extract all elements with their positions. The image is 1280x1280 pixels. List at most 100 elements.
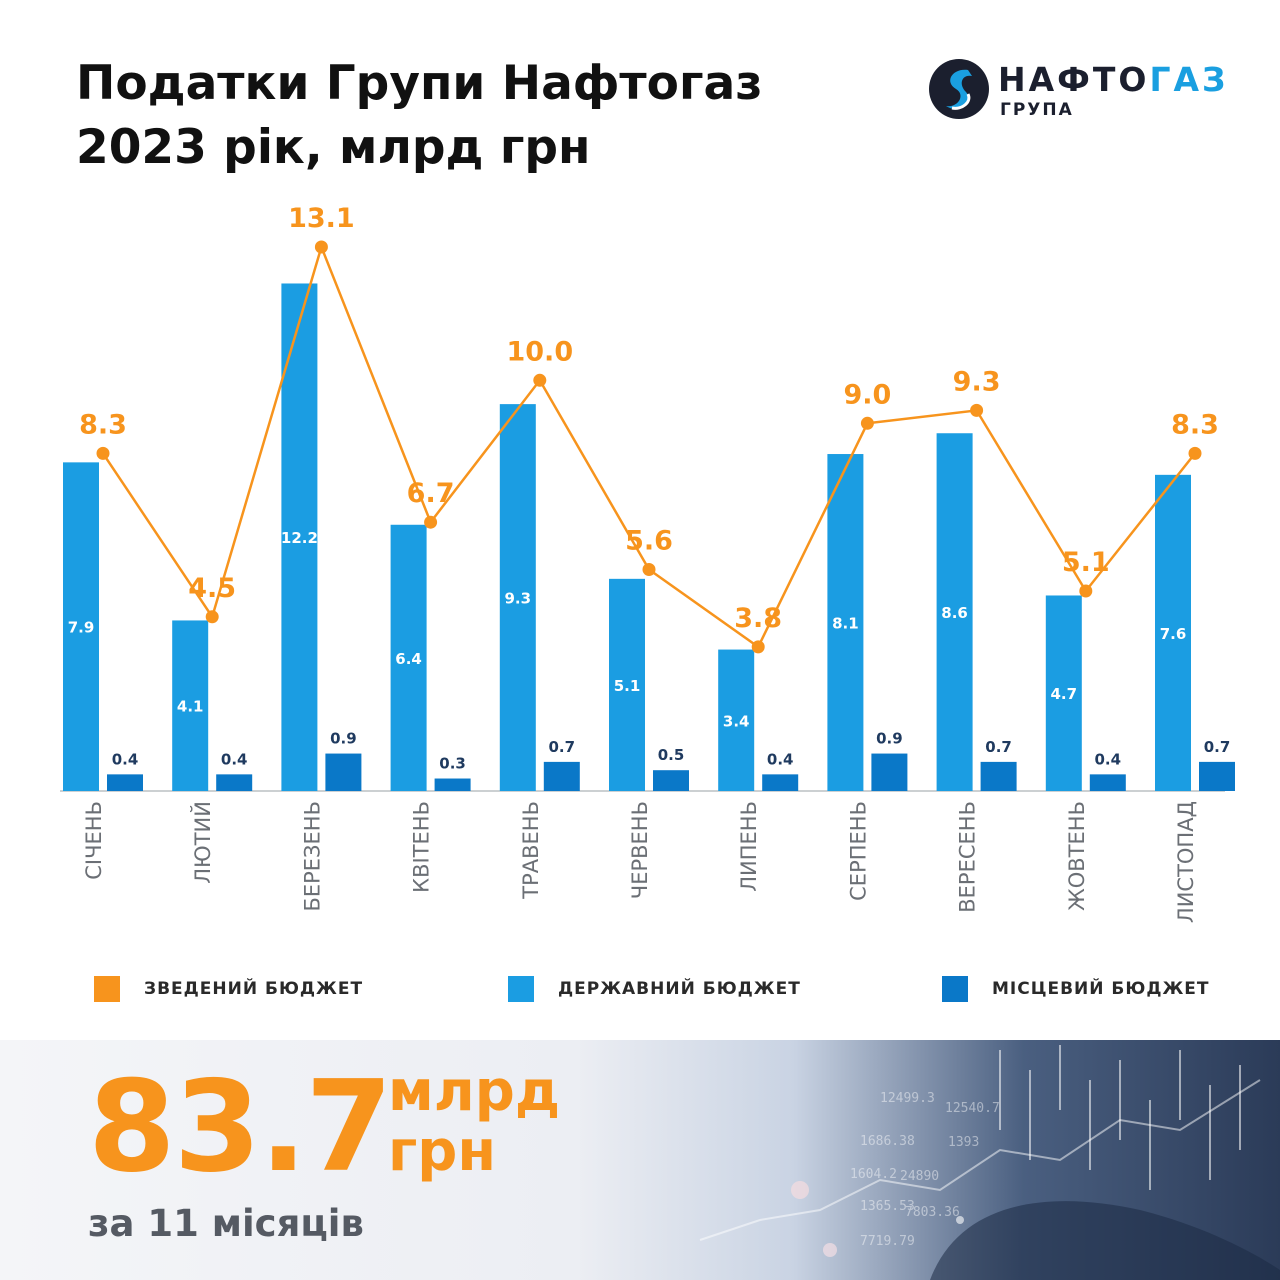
consolidated-budget-point <box>642 563 656 576</box>
x-tick-label: ВЕРЕСЕНЬ <box>956 801 980 913</box>
state-budget-bar <box>1045 595 1082 791</box>
local-budget-bar <box>1089 774 1126 791</box>
svg-text:7803.36: 7803.36 <box>905 1205 960 1220</box>
finance-background-image: 12499.3 12540.7 1686.38 1393 1604.2 24890 1… <box>699 1045 1280 1280</box>
consolidated-budget-point <box>96 446 110 460</box>
state-budget-bar <box>499 404 536 791</box>
state-budget-value-label: 7.9 <box>68 619 95 637</box>
svg-text:1604.2: 1604.2 <box>850 1167 897 1182</box>
svg-text:1365.53: 1365.53 <box>860 1199 915 1214</box>
x-tick-label: ТРАВЕНЬ <box>519 801 543 900</box>
tax-chart: 7.9 0.4 СІЧЕНЬ 4.1 0.4 ЛЮТИЙ 12.2 0.9 БЕРЕЗЕНЬ 6.… <box>60 203 1235 923</box>
legend-swatch-consolidated <box>94 976 120 1002</box>
local-budget-value-label: 0.4 <box>767 750 794 768</box>
x-tick-label: ЛЮТИЙ <box>190 801 215 884</box>
local-budget-value-label: 0.9 <box>876 730 903 748</box>
state-budget-value-label: 8.6 <box>941 604 968 622</box>
state-budget-value-label: 12.2 <box>281 529 318 547</box>
x-tick-label: КВІТЕНЬ <box>410 801 434 893</box>
state-budget-bar <box>936 433 973 791</box>
consolidated-budget-point <box>1188 446 1202 460</box>
consolidated-budget-point <box>205 610 219 624</box>
legend-item-state: ДЕРЖАВНИЙ БЮДЖЕТ <box>508 976 801 1002</box>
consolidated-budget-value-label: 6.7 <box>407 478 455 509</box>
local-budget-value-label: 0.9 <box>330 730 357 748</box>
x-tick-label: ЛИСТОПАД <box>1174 801 1198 923</box>
legend-label-consolidated: ЗВЕДЕНИЙ БЮДЖЕТ <box>144 979 364 999</box>
total-unit-line-1: млрд <box>388 1059 561 1124</box>
consolidated-budget-value-label: 13.1 <box>288 203 355 234</box>
state-budget-value-label: 4.1 <box>177 698 204 716</box>
summary-banner: 12499.3 12540.7 1686.38 1393 1604.2 24890 1… <box>0 1040 1280 1280</box>
svg-text:24890: 24890 <box>900 1169 939 1184</box>
svg-text:1393: 1393 <box>948 1135 979 1150</box>
total-unit-line-2: грн <box>388 1119 497 1184</box>
title-line-1: Податки Групи Нафтогаз <box>76 56 763 111</box>
local-budget-bar <box>1199 761 1235 791</box>
state-budget-value-label: 9.3 <box>505 590 532 608</box>
x-tick-label: ЧЕРВЕНЬ <box>628 801 652 899</box>
total-period: за 11 місяців <box>88 1202 364 1245</box>
local-budget-bar <box>543 761 580 791</box>
consolidated-budget-value-label: 10.0 <box>506 336 573 367</box>
state-budget-value-label: 3.4 <box>723 712 750 730</box>
chart-title: Податки Групи Нафтогаз 2023 рік, млрд гр… <box>76 52 836 180</box>
consolidated-budget-value-label: 5.1 <box>1062 547 1110 578</box>
state-budget-value-label: 4.7 <box>1051 685 1078 703</box>
local-budget-value-label: 0.7 <box>549 738 576 756</box>
local-budget-value-label: 0.4 <box>1095 750 1122 768</box>
state-budget-value-label: 6.4 <box>395 650 422 668</box>
legend-item-local: МІСЦЕВИЙ БЮДЖЕТ <box>942 976 1210 1002</box>
x-tick-label: ЖОВТЕНЬ <box>1065 801 1089 911</box>
local-budget-bar <box>434 778 471 791</box>
x-tick-label: ЛИПЕНЬ <box>737 801 761 892</box>
consolidated-budget-value-label: 9.3 <box>953 366 1001 397</box>
consolidated-budget-value-label: 3.8 <box>734 603 782 634</box>
consolidated-budget-line <box>101 243 1196 649</box>
local-budget-bar <box>107 774 143 791</box>
consolidated-budget-value-label: 8.3 <box>79 409 127 440</box>
local-budget-value-label: 0.7 <box>985 738 1012 756</box>
consolidated-budget-point <box>533 373 547 387</box>
svg-text:7719.79: 7719.79 <box>860 1234 915 1249</box>
local-budget-value-label: 0.4 <box>221 750 248 768</box>
consolidated-budget-point <box>751 640 765 654</box>
state-budget-value-label: 8.1 <box>832 615 859 633</box>
state-budget-bar <box>281 283 318 791</box>
consolidated-budget-point <box>424 515 438 529</box>
local-budget-bar <box>762 774 799 791</box>
local-budget-value-label: 0.3 <box>439 755 466 773</box>
state-budget-bar <box>718 649 755 791</box>
svg-text:12499.3: 12499.3 <box>880 1091 935 1106</box>
local-budget-bar <box>980 761 1017 791</box>
legend-label-state: ДЕРЖАВНИЙ БЮДЖЕТ <box>558 979 801 999</box>
svg-text:1686.38: 1686.38 <box>860 1134 915 1149</box>
title-line-2: 2023 рік, млрд грн <box>76 120 591 175</box>
x-tick-label: СЕРПЕНЬ <box>846 801 870 901</box>
legend-swatch-local <box>942 976 968 1002</box>
state-budget-bar <box>1155 474 1191 791</box>
logo-subtitle: ГРУПА <box>1000 100 1074 120</box>
local-budget-bar <box>653 770 689 791</box>
local-budget-bar <box>216 774 253 791</box>
state-budget-bar <box>827 454 864 791</box>
state-budget-bar <box>390 524 427 791</box>
logo-wordmark: НАФТОГАЗ <box>998 60 1228 99</box>
x-tick-label: БЕРЕЗЕНЬ <box>300 801 324 912</box>
state-budget-value-label: 7.6 <box>1160 625 1187 643</box>
total-unit: млрд грн <box>388 1062 560 1182</box>
legend-item-consolidated: ЗВЕДЕНИЙ БЮДЖЕТ <box>94 976 363 1002</box>
consolidated-budget-value-label: 9.0 <box>843 379 891 410</box>
local-budget-value-label: 0.7 <box>1204 738 1231 756</box>
state-budget-bar <box>172 620 209 791</box>
consolidated-budget-value-label: 8.3 <box>1171 409 1219 440</box>
x-tick-label: СІЧЕНЬ <box>82 801 106 880</box>
total-value: 83.7 <box>88 1053 393 1200</box>
naftogaz-logo: НАФТОГАЗ ГРУПА <box>928 58 1228 122</box>
local-budget-value-label: 0.5 <box>658 746 685 764</box>
consolidated-budget-point <box>970 403 984 417</box>
svg-text:12540.7: 12540.7 <box>945 1101 1000 1116</box>
state-budget-value-label: 5.1 <box>614 677 641 695</box>
consolidated-budget-value-label: 4.5 <box>188 573 236 604</box>
state-budget-bar <box>609 578 645 791</box>
